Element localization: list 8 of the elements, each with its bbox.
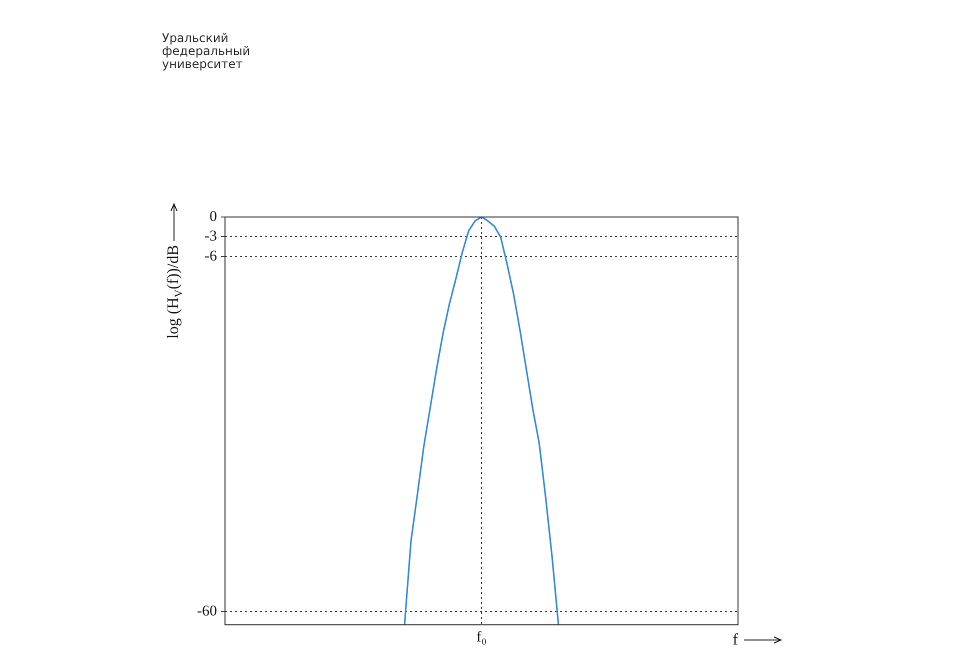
y-tick-label: -6 bbox=[204, 248, 218, 264]
y-tick-label: -60 bbox=[196, 604, 217, 620]
y-tick-label: 0 bbox=[209, 208, 217, 225]
x-tick-label: f₀ bbox=[476, 630, 487, 646]
x-axis-title: f bbox=[732, 632, 739, 649]
y-tick-label: -3 bbox=[204, 228, 217, 245]
y-axis-title: log (HV(f))/dB bbox=[164, 244, 185, 339]
text: Уральский федеральный университет bbox=[162, 31, 252, 71]
